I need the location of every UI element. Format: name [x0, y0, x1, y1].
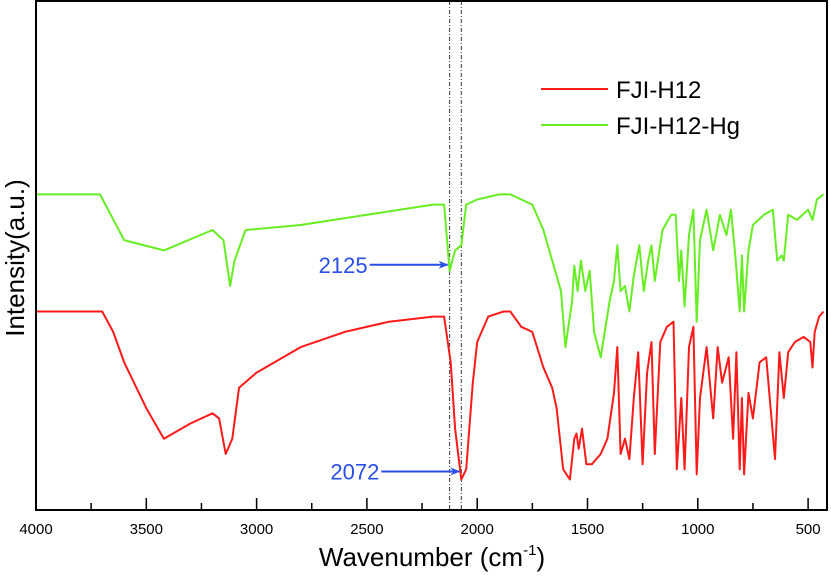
legend-label-fji-h12: FJI-H12: [616, 77, 701, 104]
legend: FJI-H12 FJI-H12-Hg: [541, 77, 740, 140]
x-tick-label: 3500: [130, 521, 163, 538]
x-tick-label: 3000: [240, 521, 273, 538]
series-group: [36, 193, 825, 481]
x-axis-ticks: 4000 3500 3000 2500 2000 1500 1000 500: [19, 498, 821, 538]
annotation-label-2125: 2125: [319, 253, 368, 278]
series-line-fji-h12: [36, 310, 825, 481]
x-tick-label: 4000: [19, 521, 52, 538]
x-tick-label: 2500: [350, 521, 383, 538]
legend-label-fji-h12-hg: FJI-H12-Hg: [616, 113, 740, 140]
annotations: 2125 2072: [319, 253, 461, 484]
x-tick-label: 500: [796, 521, 821, 538]
y-axis-title: Intensity(a.u.): [0, 179, 30, 337]
annotation-label-2072: 2072: [330, 459, 379, 484]
x-axis-title: Wavenumber (cm-1): [319, 542, 545, 572]
x-tick-label: 1500: [571, 521, 604, 538]
reference-lines: [449, 1, 462, 510]
x-tick-label: 1000: [681, 521, 714, 538]
x-tick-label: 2000: [461, 521, 494, 538]
series-line-fji-h12-hg: [36, 193, 825, 359]
plot-frame: [35, 0, 828, 511]
